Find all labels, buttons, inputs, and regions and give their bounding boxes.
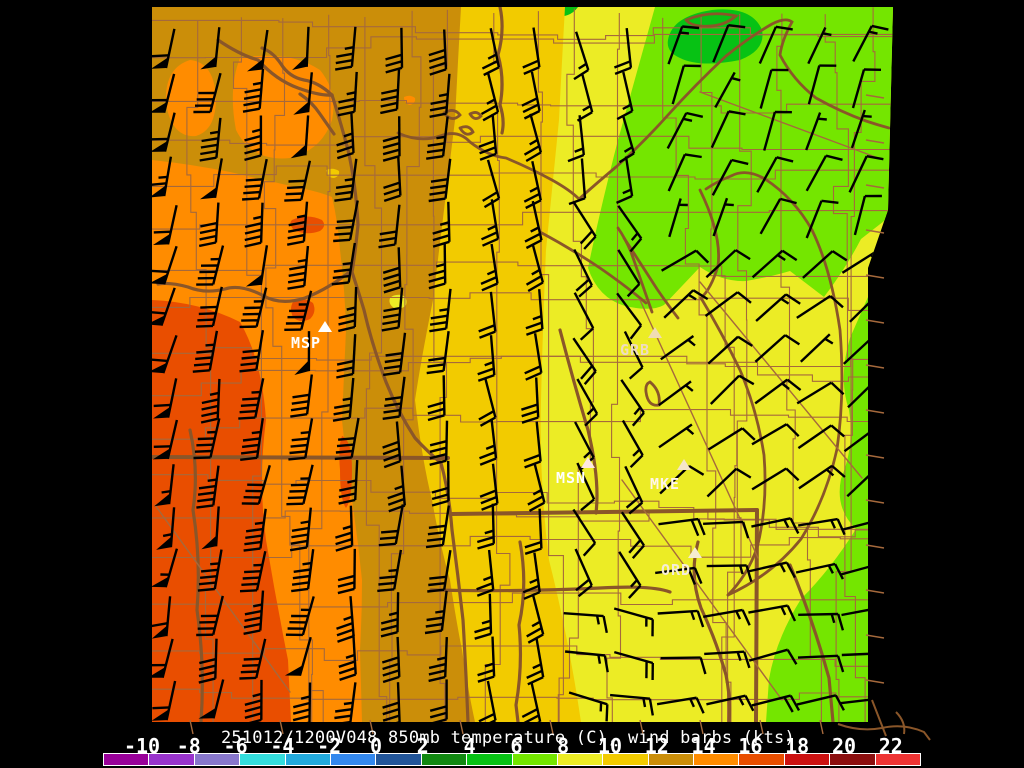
- colorbar-segment-5: [330, 754, 376, 765]
- colorbar-segment-12: [648, 754, 694, 765]
- station-triangle-ORD: [688, 547, 702, 558]
- station-triangle-MSP: [318, 321, 332, 332]
- colorbar-segment-11: [603, 754, 648, 765]
- station-triangle-MSN: [581, 457, 595, 468]
- shoreline: [644, 380, 661, 407]
- road-line: [699, 281, 863, 479]
- colorbar-tick-4: 4: [463, 734, 476, 758]
- colorbar-segment-13: [694, 754, 739, 765]
- colorbar-segment-3: [240, 754, 285, 765]
- colorbar-segment-7: [421, 754, 467, 765]
- shoreline: [684, 12, 740, 28]
- shoreline: [704, 171, 844, 597]
- colorbar-segment-8: [467, 754, 512, 765]
- river: [298, 92, 336, 136]
- edge-stubs: [189, 94, 931, 741]
- colorbar-segment-0: [104, 754, 149, 765]
- river: [788, 563, 835, 722]
- colorbar-tick-6: 6: [510, 734, 523, 758]
- station-label-MSP: MSP: [290, 334, 322, 352]
- river: [216, 38, 334, 97]
- road-line: [621, 479, 783, 701]
- road-line: [699, 91, 879, 159]
- colorbar-segment-16: [830, 754, 875, 765]
- station-triangle-GRB: [648, 327, 662, 338]
- colorbar-segment-1: [149, 754, 194, 765]
- orange-patch-west: [165, 60, 216, 137]
- colorbar-segment-14: [739, 754, 784, 765]
- station-label-MKE: MKE: [649, 475, 681, 493]
- shoreline: [396, 18, 891, 201]
- colorbar-segment-10: [557, 754, 603, 765]
- colorbar-tick-8: 8: [557, 734, 570, 758]
- state-border: [450, 508, 759, 516]
- wind-barbs: [152, 24, 892, 722]
- colorbar-segment-6: [376, 754, 421, 765]
- river: [514, 540, 526, 722]
- colorbar-segment-17: [875, 754, 921, 765]
- shoreline: [468, 111, 483, 120]
- state-border: [754, 508, 759, 722]
- colorbar-segment-15: [784, 754, 830, 765]
- river: [558, 328, 599, 515]
- river: [496, 7, 505, 135]
- colorbar-tick-2: 2: [416, 734, 429, 758]
- temp-6-8-chartreuse-north: [588, 7, 893, 309]
- colorbar: [103, 753, 922, 766]
- station-label-MSN: MSN: [555, 469, 587, 487]
- colorbar-segment-4: [285, 754, 330, 765]
- river: [429, 585, 672, 594]
- temp-6-8-chartreuse-east: [766, 240, 893, 722]
- station-label-GRB: GRB: [619, 341, 651, 359]
- river: [692, 540, 732, 722]
- map-title: 251012/1200V048 850mb temperature (C), w…: [221, 728, 795, 748]
- map-linework: [152, 7, 891, 722]
- river: [260, 46, 334, 97]
- colorbar-segment-9: [512, 754, 557, 765]
- station-markers: [318, 321, 702, 558]
- road-line: [639, 299, 759, 559]
- station-label-ORD: ORD: [660, 561, 692, 579]
- colorbar-segment-2: [194, 754, 240, 765]
- colorbar-tick-0: 0: [369, 734, 383, 758]
- shoreline: [458, 125, 475, 136]
- station-triangle-MKE: [677, 459, 691, 470]
